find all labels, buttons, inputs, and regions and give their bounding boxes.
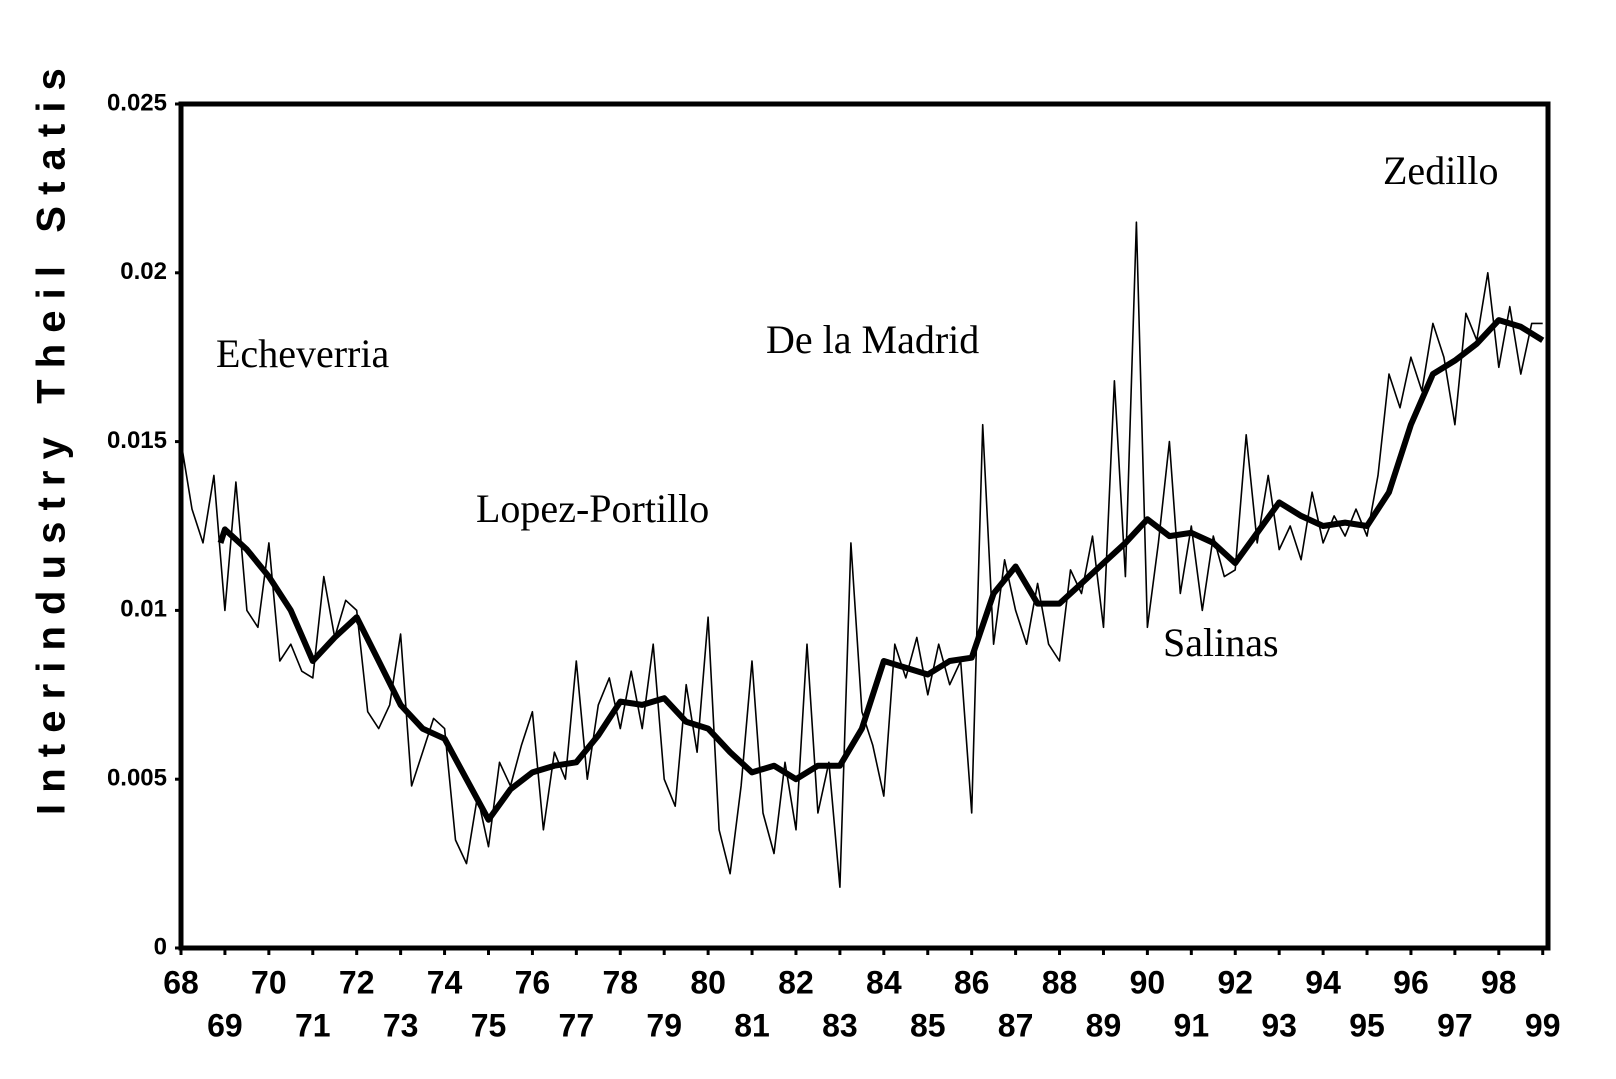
x-tick-label: 94 [1305,964,1341,1000]
annotation: Lopez-Portillo [476,486,709,531]
y-tick-label: 0.01 [120,596,167,623]
series-line [217,317,1545,823]
x-tick-label: 82 [778,964,814,1000]
series-line [180,221,1543,889]
x-tick-label: 71 [295,1007,331,1043]
x-tick-label: 76 [515,964,551,1000]
x-tick-label: 80 [690,964,726,1000]
x-tick-label: 90 [1130,964,1166,1000]
x-tick-label: 91 [1174,1007,1210,1043]
y-tick-label: 0.02 [120,258,167,285]
y-tick-label: 0 [154,933,167,960]
x-tick-label: 78 [602,964,638,1000]
y-axis-label: I n t e r i n d u s t r y T h e i l S t … [30,68,74,815]
x-tick-label: 96 [1393,964,1429,1000]
x-tick-label: 73 [383,1007,419,1043]
x-tick-label: 77 [559,1007,595,1043]
x-tick-label: 81 [734,1007,770,1043]
y-tick-label: 0.025 [107,89,167,116]
annotation: De la Madrid [766,317,979,362]
x-tick-label: 84 [866,964,902,1000]
x-tick-label: 98 [1481,964,1517,1000]
x-tick-label: 89 [1086,1007,1122,1043]
plot-frame [178,101,1551,951]
x-tick-label: 87 [998,1007,1034,1043]
x-tick-label: 97 [1437,1007,1473,1043]
x-tick-label: 68 [163,964,199,1000]
x-tick-label: 83 [822,1007,858,1043]
x-tick-label: 74 [427,964,463,1000]
x-tick-label: 72 [339,964,375,1000]
x-tick-label: 70 [251,964,287,1000]
y-tick-label: 0.015 [107,427,167,454]
x-tick-label: 95 [1349,1007,1385,1043]
x-tick-label: 85 [910,1007,946,1043]
x-tick-label: 75 [471,1007,507,1043]
x-tick-label: 93 [1261,1007,1297,1043]
x-tick-label: 88 [1042,964,1078,1000]
x-tick-label: 86 [954,964,990,1000]
y-tick-label: 0.005 [107,765,167,792]
annotation: Zedillo [1383,148,1499,193]
x-tick-label: 79 [646,1007,682,1043]
annotation: Salinas [1163,620,1279,665]
x-tick-label: 92 [1217,964,1253,1000]
annotation: Echeverria [216,331,389,376]
x-tick-label: 69 [207,1007,243,1043]
x-tick-label: 99 [1525,1007,1561,1043]
